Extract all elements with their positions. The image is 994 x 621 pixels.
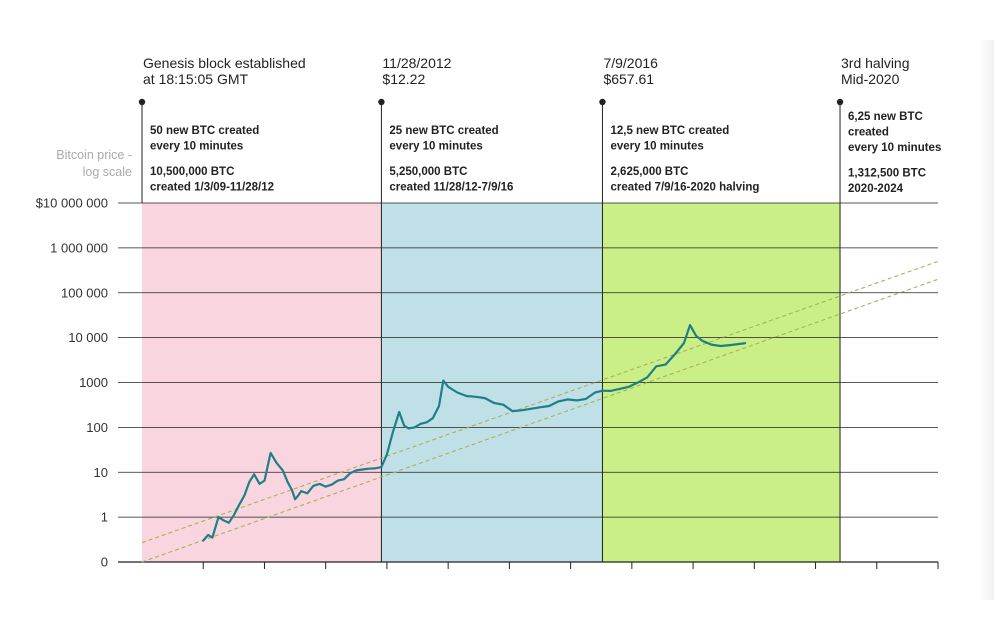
y-axis-title-line: Bitcoin price - [56, 148, 132, 162]
era-description-line: created 7/9/16-2020 halving [610, 182, 759, 194]
y-axis-title: Bitcoin price - log scale [56, 148, 132, 179]
milestone-label: Mid-2020 [841, 71, 900, 87]
y-tick-label: $10 000 000 [36, 196, 108, 211]
price-series [202, 324, 747, 542]
y-axis-title-line: log scale [83, 165, 132, 179]
era-description-line: 12,5 new BTC created [610, 125, 729, 137]
price-line-0 [202, 324, 747, 542]
era-description-line: 25 new BTC created [389, 125, 498, 137]
milestone-label: $12.22 [382, 71, 425, 87]
milestone-label: 3rd halving [841, 55, 910, 71]
era-description-line: 6,25 new BTC [848, 111, 923, 123]
y-tick-label: 10 [94, 465, 108, 480]
era-descriptions: 50 new BTC created every 10 minutes 10,500… [150, 111, 941, 195]
era-description-line: 2020-2024 [848, 183, 904, 195]
era-description-line: 5,250,000 BTC [389, 166, 467, 178]
milestone-dot-1 [378, 98, 385, 106]
milestone-label: 7/9/2016 [603, 55, 658, 71]
era-description-line: every 10 minutes [389, 141, 482, 153]
trend-line-1 [141, 260, 939, 544]
y-tick-label: 1 000 000 [50, 240, 108, 255]
gridlines [118, 202, 938, 563]
milestone-dot-0 [138, 98, 146, 106]
era-description-line: every 10 minutes [150, 141, 243, 153]
y-axis-labels: 0 1 10 100 1000 10 000 100 000 1 000 000 $10 000… [36, 196, 108, 570]
era-description-line: 10,500,000 BTC [150, 166, 234, 178]
trend-lines [141, 260, 939, 563]
era-dividers [138, 98, 844, 562]
era-description-line: every 10 minutes [610, 141, 703, 153]
right-edge-shadow [978, 40, 994, 600]
era-description-line: 1,312,500 BTC [848, 168, 926, 180]
era-description-line: created [848, 127, 889, 139]
milestone-label: at 18:15:05 GMT [143, 71, 249, 87]
era-description-line: 2,625,000 BTC [610, 166, 688, 178]
trend-line-0 [141, 278, 939, 563]
x-axis [202, 562, 939, 569]
milestone-dot-3 [836, 98, 844, 106]
era-description-line: created 1/3/09-11/28/12 [150, 182, 274, 194]
y-tick-label: 10 000 [68, 330, 108, 345]
milestone-dot-2 [599, 98, 606, 106]
milestone-label: $657.61 [603, 71, 654, 87]
y-tick-label: 100 000 [61, 285, 108, 300]
y-tick-label: 1000 [79, 375, 108, 390]
y-tick-label: 0 [101, 555, 108, 570]
era-description-line: created 11/28/12-7/9/16 [389, 182, 513, 194]
era-description-line: every 10 minutes [848, 142, 941, 154]
y-tick-label: 1 [101, 510, 108, 525]
era-description-line: 50 new BTC created [150, 125, 259, 137]
milestone-label: Genesis block established [143, 55, 306, 71]
y-tick-label: 100 [86, 420, 108, 435]
milestone-label: 11/28/2012 [382, 55, 451, 71]
